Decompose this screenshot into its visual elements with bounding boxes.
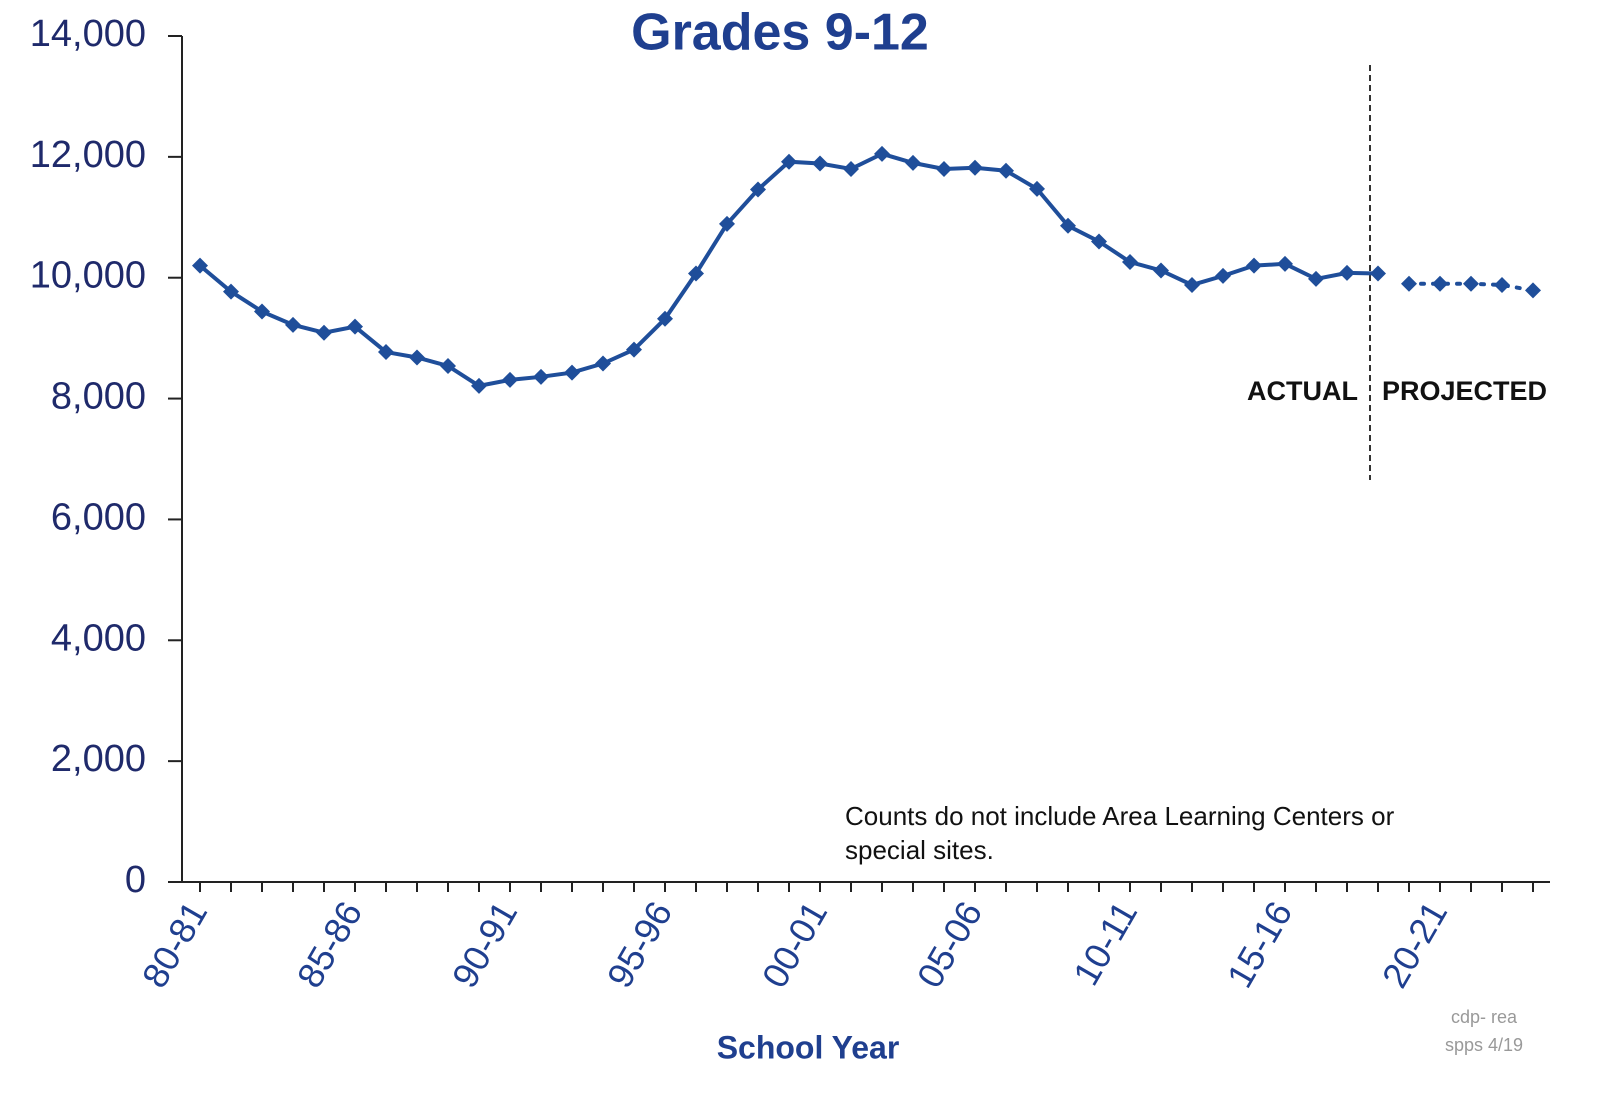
marker [440,357,456,374]
marker [750,181,766,198]
x-axis-title: School Year [717,1029,900,1065]
marker [533,368,549,385]
marker [657,310,673,327]
marker [1308,270,1324,287]
marker [1494,276,1510,293]
marker [843,160,859,177]
marker [378,344,394,361]
marker [626,341,642,358]
marker [595,355,611,372]
y-tick-label: 14,000 [30,13,146,55]
marker [1463,275,1479,292]
series-label: ACTUAL [1247,376,1358,406]
note: Counts do not include Area Learning Cent… [845,801,1395,831]
y-tick-label: 4,000 [51,617,146,659]
chart-title: Grades 9-12 [631,4,929,62]
marker [1091,233,1107,250]
y-tick-label: 2,000 [51,738,146,780]
x-tick-label: 05-06 [909,894,991,994]
marker [254,303,270,320]
marker [1060,217,1076,234]
y-tick-label: 6,000 [51,496,146,538]
note: special sites. [845,835,994,865]
y-tick-label: 8,000 [51,376,146,418]
marker [1525,282,1541,299]
y-tick-label: 12,000 [30,134,146,176]
marker [1215,267,1231,284]
marker [998,162,1014,179]
marker [409,349,425,366]
marker [812,155,828,172]
marker [1370,265,1386,282]
x-tick-label: 90-91 [444,894,526,994]
marker [1184,276,1200,293]
marker [688,265,704,282]
marker [1153,262,1169,279]
x-tick-label: 85-86 [289,894,371,994]
marker [781,153,797,170]
marker [192,257,208,274]
x-tick-label: 10-11 [1065,894,1145,992]
marker [502,371,518,388]
marker [347,318,363,335]
marker [1277,255,1293,272]
marker [285,316,301,333]
y-tick-label: 10,000 [30,255,146,297]
credit: cdp- rea [1451,1007,1518,1027]
series-line [198,151,1380,388]
x-tick-label: 20-21 [1374,894,1456,994]
marker [905,154,921,171]
marker [1432,275,1448,292]
marker [471,377,487,394]
x-tick-label: 95-96 [599,894,681,994]
marker [1401,275,1417,292]
credit: spps 4/19 [1445,1035,1523,1055]
marker [1246,257,1262,274]
marker [936,160,952,177]
series-label: PROJECTED [1382,376,1547,406]
marker [874,145,890,162]
marker [223,283,239,300]
x-tick-label: 80-81 [134,894,216,994]
marker [564,364,580,381]
x-tick-label: 00-01 [754,894,836,994]
marker [1029,180,1045,197]
marker [719,215,735,232]
y-tick-label: 0 [125,859,146,901]
marker [1339,264,1355,281]
marker [967,159,983,176]
marker [316,324,332,341]
marker [1122,254,1138,271]
x-tick-label: 15-16 [1219,894,1301,994]
